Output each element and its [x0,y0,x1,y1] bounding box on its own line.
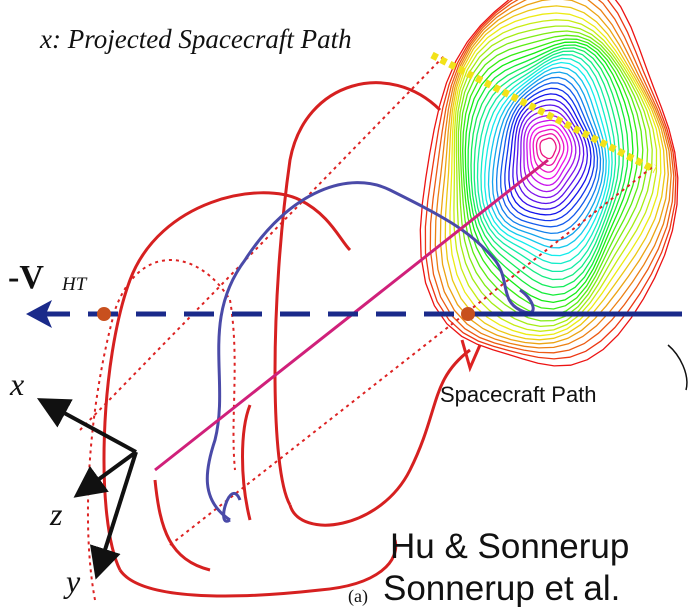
title: x: Projected Spacecraft Path [39,24,352,54]
axis-arrow [44,402,136,452]
rope-loop [155,480,210,570]
coordinate-triad [44,402,136,572]
credit: Hu & Sonnerup [390,527,629,566]
axis-label: z [49,496,63,532]
panel-label: (a) [348,586,368,607]
diagram: x: Projected Spacecraft Path -V HT Space… [0,0,696,607]
velocity-label: -V [8,259,44,296]
velocity-subscript: HT [61,274,88,295]
rope-loop [290,350,470,525]
callout-line [668,345,687,390]
crossing-point [97,307,111,321]
contour-ring [497,77,601,233]
axis-label: y [63,563,81,599]
projection-line [80,55,445,430]
flux-rope-loops [104,83,470,596]
rope-loop [243,405,251,520]
rope-loop [275,83,440,505]
credit: Sonnerup et al. [383,569,620,607]
path-label: Spacecraft Path [440,382,597,407]
crossing-point [461,307,475,321]
contour-ring [540,138,556,158]
rope-loop [104,193,350,570]
axis-label: x [9,366,24,402]
contour-map [420,0,678,366]
projection-line [230,300,235,470]
